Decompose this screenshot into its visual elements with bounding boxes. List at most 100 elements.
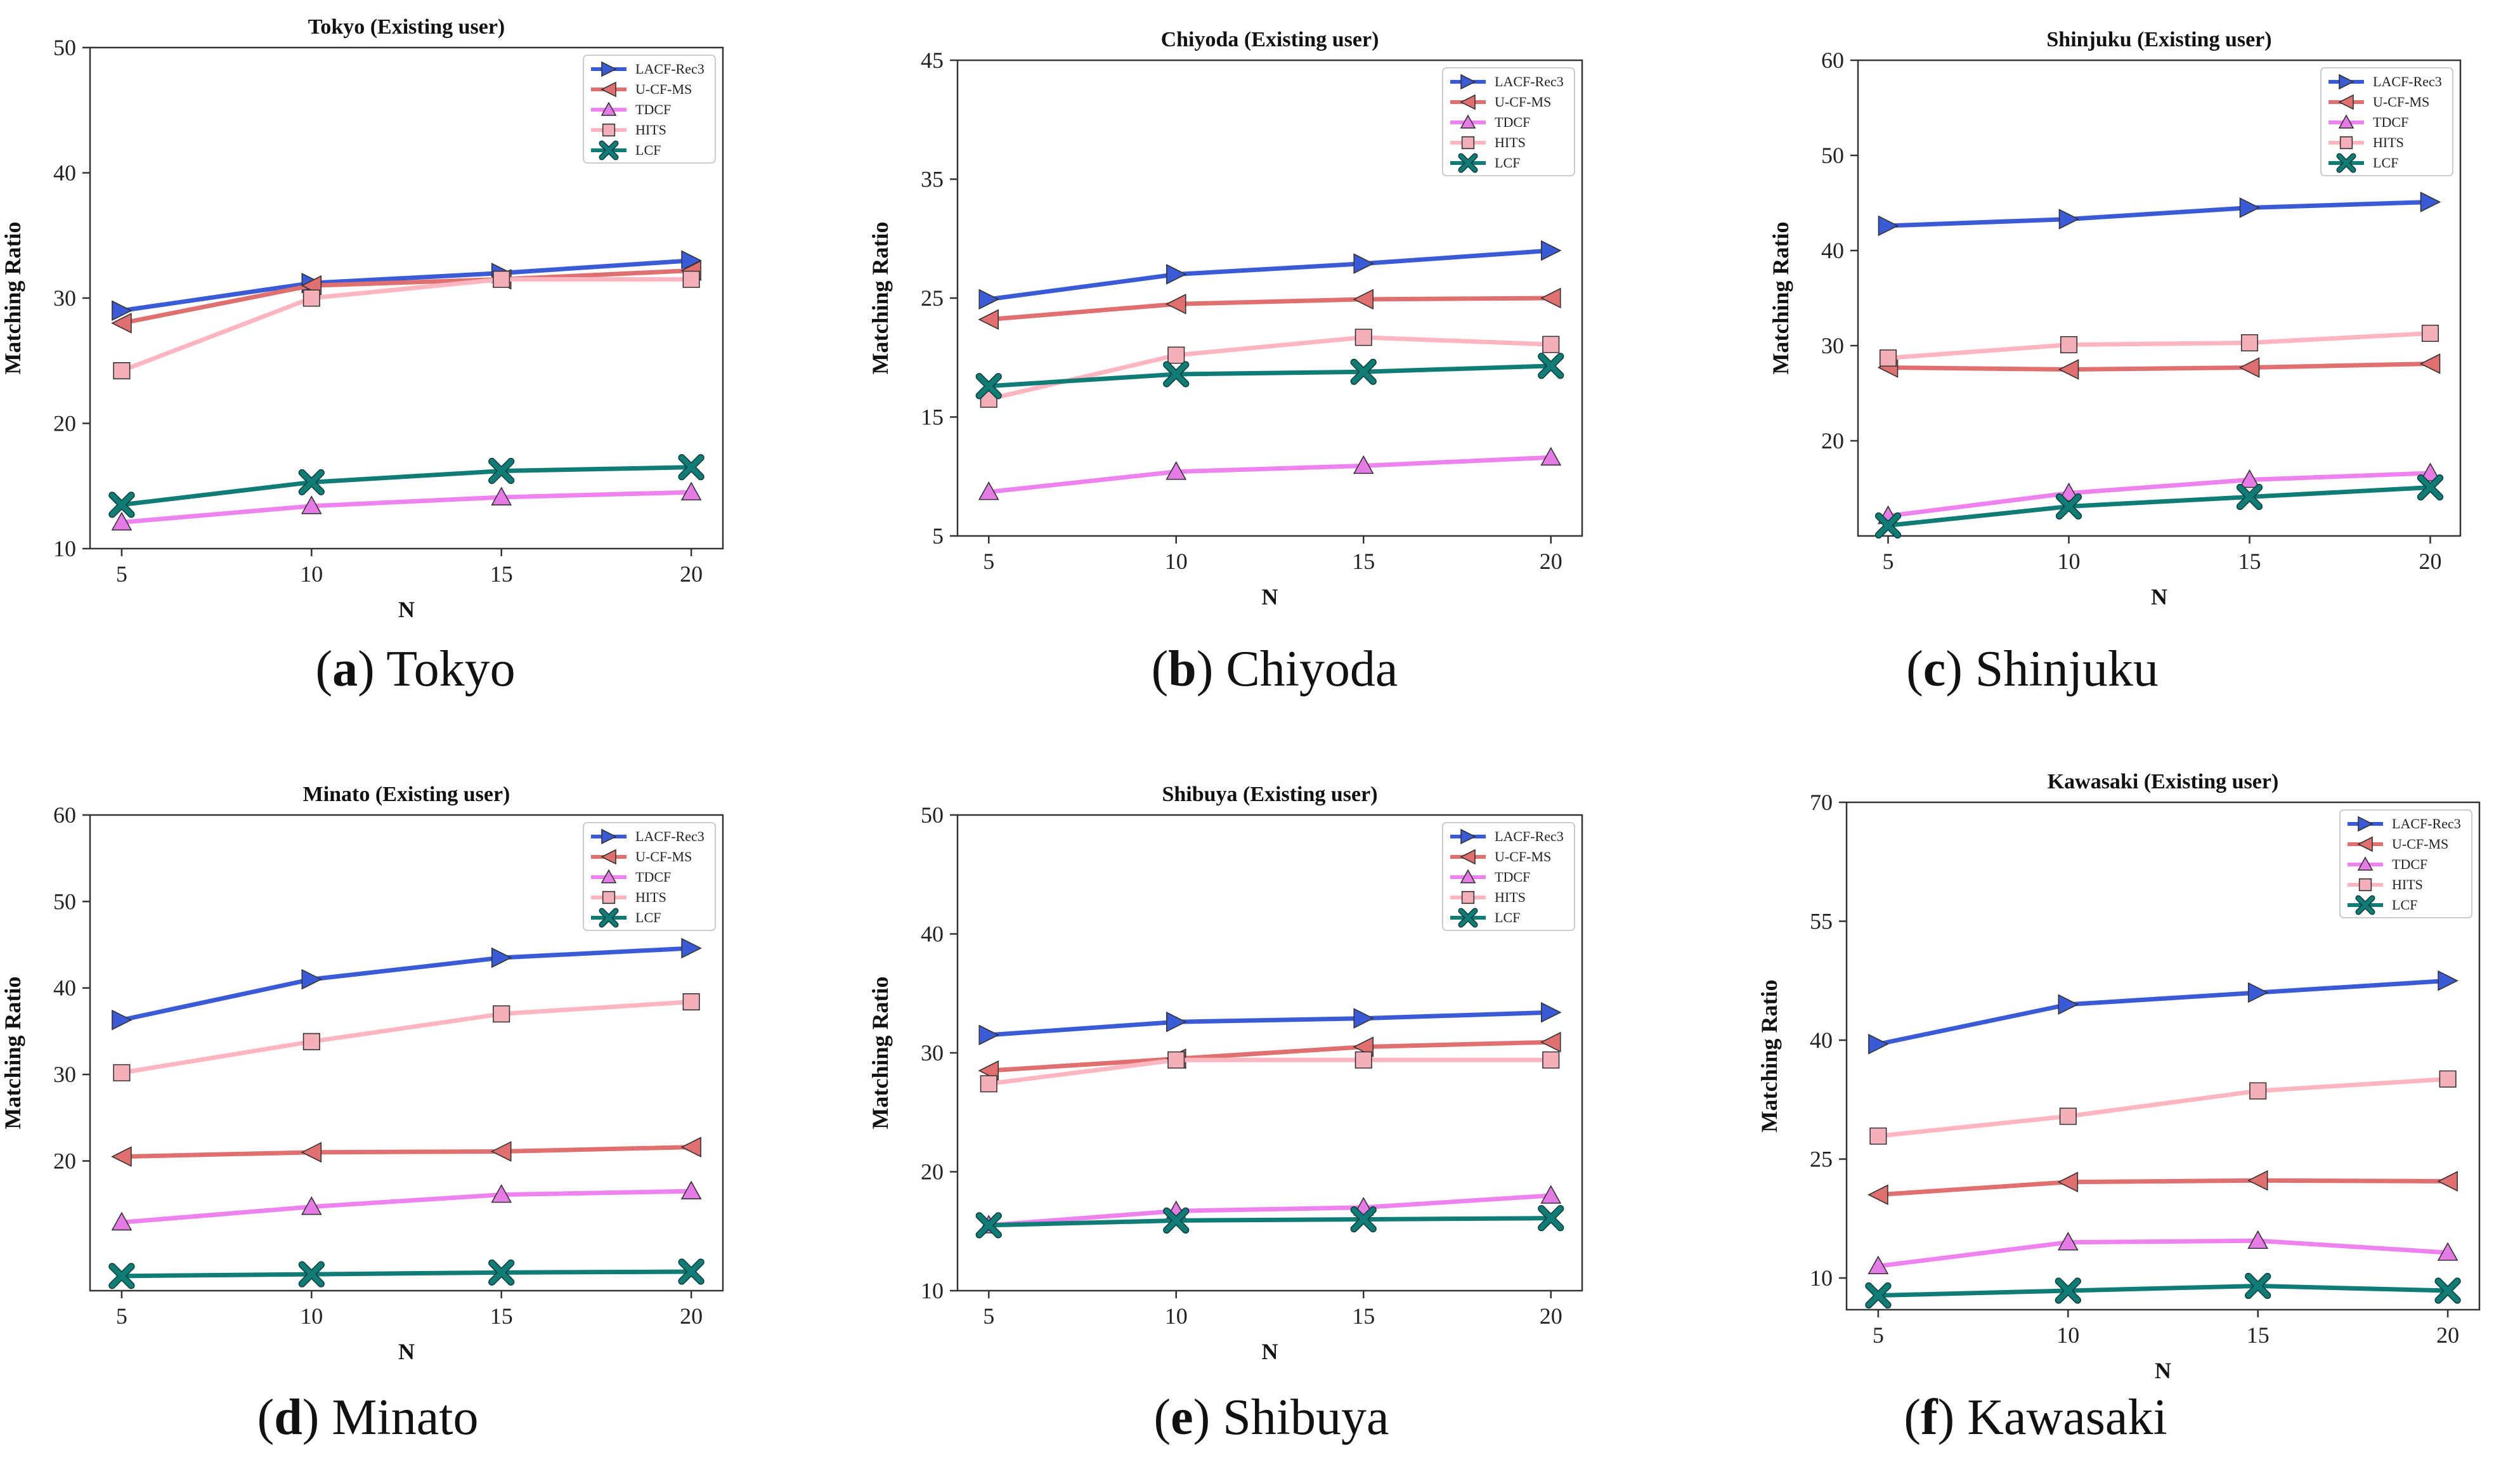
legend-marker bbox=[1460, 828, 1476, 845]
chart-title: Tokyo (Existing user) bbox=[308, 15, 505, 39]
plot-frame bbox=[1845, 801, 2481, 1311]
series-line bbox=[986, 335, 1554, 401]
data-point bbox=[1354, 1051, 1372, 1069]
legend-marker bbox=[1461, 136, 1475, 150]
chart-title: Kawasaki (Existing user) bbox=[2048, 770, 2279, 793]
caption-name: Tokyo bbox=[386, 641, 516, 697]
legend-label: HITS bbox=[2373, 134, 2404, 150]
data-point bbox=[113, 1064, 131, 1081]
legend-marker bbox=[1460, 74, 1476, 90]
legend: LACF-Rec3 U-CF-MS TDCF HITS LCF bbox=[2339, 809, 2472, 918]
y-tick-label: 40 bbox=[921, 922, 944, 947]
legend-label: TDCF bbox=[1495, 114, 1530, 130]
legend-label: U-CF-MS bbox=[1495, 94, 1551, 110]
y-tick-label: 25 bbox=[921, 285, 944, 311]
y-tick-label: 60 bbox=[1821, 48, 1844, 73]
data-point bbox=[2058, 482, 2079, 502]
series-line bbox=[119, 490, 694, 525]
legend-box bbox=[583, 822, 716, 931]
series-line bbox=[1886, 362, 2432, 372]
caption-a: (a) Tokyo bbox=[315, 641, 516, 697]
data-point bbox=[489, 1260, 514, 1285]
series-u-cf-ms bbox=[111, 260, 701, 334]
series-hits bbox=[1879, 324, 2439, 367]
series-line bbox=[119, 1269, 694, 1279]
data-point bbox=[1868, 1033, 1889, 1055]
legend-label: HITS bbox=[2392, 877, 2423, 892]
data-point bbox=[491, 1183, 512, 1203]
data-point bbox=[977, 1213, 1001, 1237]
x-tick-label: 5 bbox=[1883, 549, 1894, 574]
legend-label: U-CF-MS bbox=[2392, 836, 2448, 852]
legend-label: HITS bbox=[1495, 889, 1526, 905]
legend-marker bbox=[1460, 849, 1476, 865]
x-tick-label: 20 bbox=[680, 1303, 703, 1329]
caption-name: Kawasaki bbox=[1967, 1390, 2167, 1445]
series-line bbox=[119, 268, 694, 325]
data-point bbox=[111, 1146, 132, 1167]
data-point bbox=[2439, 1070, 2457, 1088]
series-line bbox=[986, 1216, 1554, 1228]
y-tick-label: 20 bbox=[53, 1148, 76, 1173]
data-point bbox=[490, 1141, 512, 1162]
data-point bbox=[680, 1137, 701, 1157]
data-point bbox=[1867, 1255, 1889, 1275]
series-line bbox=[1886, 471, 2432, 518]
legend: LACF-Rec3 U-CF-MS TDCF HITS LCF bbox=[583, 822, 716, 931]
caption-name: Minato bbox=[332, 1390, 479, 1445]
series-line bbox=[119, 258, 694, 313]
y-tick-label: 60 bbox=[53, 802, 76, 828]
data-point bbox=[112, 1009, 133, 1031]
data-point bbox=[2420, 192, 2441, 212]
legend-marker bbox=[601, 828, 617, 845]
x-axis-label: N bbox=[2151, 584, 2167, 610]
legend-box bbox=[1442, 822, 1575, 931]
data-point bbox=[301, 1196, 322, 1215]
x-tick-label: 15 bbox=[1352, 549, 1375, 574]
panel-minato: Minato (Existing user) 20 30 40 50 60 5 10 15 20 N… bbox=[0, 755, 837, 1467]
data-point bbox=[491, 947, 512, 968]
series-u-cf-ms bbox=[1867, 1170, 2458, 1206]
legend-marker bbox=[599, 908, 618, 927]
data-point bbox=[681, 937, 702, 959]
series-line bbox=[986, 1040, 1554, 1073]
legend-label: U-CF-MS bbox=[635, 81, 692, 97]
data-point bbox=[2057, 1171, 2079, 1193]
data-point bbox=[1867, 1184, 1888, 1206]
y-tick-label: 50 bbox=[53, 889, 76, 914]
y-tick-label: 30 bbox=[53, 1062, 76, 1087]
data-point bbox=[493, 1005, 510, 1023]
caption-e: (e) Shibuya bbox=[1153, 1390, 1389, 1445]
y-tick-label: 30 bbox=[53, 285, 76, 311]
legend-marker bbox=[599, 141, 618, 160]
x-tick-label: 20 bbox=[2419, 549, 2442, 574]
legend-marker bbox=[1458, 908, 1478, 927]
data-point bbox=[1353, 1008, 1375, 1029]
legend-marker bbox=[1460, 114, 1476, 129]
chart-shibuya: Shibuya (Existing user) 10 20 30 40 50 5 10 15 20… bbox=[867, 783, 1583, 1364]
chart-kawasaki: Kawasaki (Existing user) 10 25 40 55 70 5 10 15 2… bbox=[1757, 770, 2481, 1383]
series-line bbox=[119, 1145, 694, 1159]
data-point bbox=[1166, 1011, 1187, 1033]
x-tick-label: 5 bbox=[116, 561, 127, 587]
caption-b: (b) Chiyoda bbox=[1151, 641, 1398, 697]
data-point bbox=[2247, 982, 2269, 1003]
legend: LACF-Rec3 U-CF-MS TDCF HITS LCF bbox=[2320, 67, 2453, 176]
panel-shinjuku: Shinjuku (Existing user) 20 30 40 50 60 5 10 15 2… bbox=[1680, 0, 2520, 729]
data-point bbox=[978, 289, 1000, 310]
series-lcf bbox=[975, 353, 1564, 400]
y-tick-label: 40 bbox=[1810, 1027, 1833, 1053]
series-lacf-rec3 bbox=[978, 240, 1562, 310]
data-point bbox=[1166, 264, 1187, 285]
series-lcf bbox=[975, 1205, 1564, 1239]
series-line bbox=[1886, 331, 2432, 360]
data-point bbox=[2056, 494, 2081, 519]
caption-letter: f bbox=[1920, 1390, 1938, 1445]
data-point bbox=[1354, 329, 1372, 346]
legend: LACF-Rec3 U-CF-MS TDCF HITS LCF bbox=[1442, 822, 1575, 931]
x-tick-label: 10 bbox=[2058, 549, 2081, 574]
legend-label: TDCF bbox=[635, 869, 671, 885]
x-tick-label: 5 bbox=[1873, 1322, 1884, 1348]
series-line bbox=[1886, 485, 2432, 528]
series-line bbox=[986, 1010, 1554, 1038]
